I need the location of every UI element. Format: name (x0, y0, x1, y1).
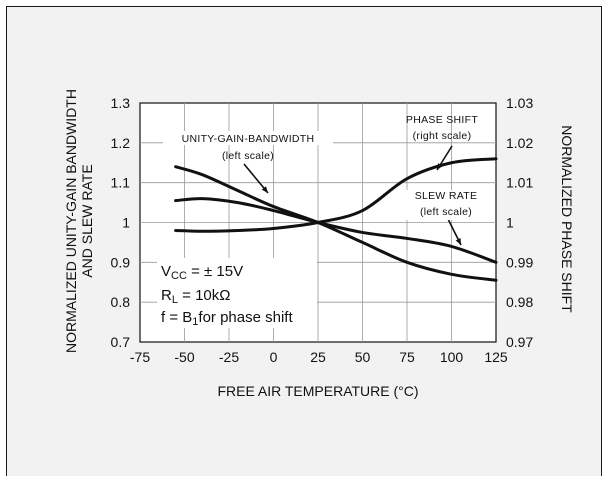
x-tick-label: 0 (270, 349, 278, 365)
y-left-tick-label: 1.1 (111, 175, 131, 191)
x-tick-label: -75 (130, 349, 150, 365)
y-left-tick-label: 1 (122, 215, 130, 231)
y-axis-left-title-line2: AND SLEW RATE (79, 164, 95, 277)
phase-shift-leader-arrow-head (437, 163, 443, 170)
condition-f: f = B1for phase shift (161, 309, 293, 328)
x-tick-label: 75 (399, 349, 415, 365)
y-right-tick-label: 1.02 (506, 135, 533, 151)
callout-leaders (243, 145, 462, 246)
x-axis-title: FREE AIR TEMPERATURE (°C) (217, 383, 418, 399)
y-left-tick-label: 0.9 (111, 254, 131, 270)
phase-shift-callout-line1: PHASE SHIFT (406, 114, 478, 126)
y-right-tick-label: 1.01 (506, 175, 533, 191)
x-tick-label: -50 (174, 349, 194, 365)
slew-rate-callout-line1: SLEW RATE (415, 190, 478, 202)
tick-labels: -75 -50 -25 0 25 50 75 100 125 0.7 0.8 0.9 1 1.1 1.2 1.… (111, 95, 534, 365)
y-axis-right-title: NORMALIZED PHASE SHIFT (559, 125, 575, 313)
ugb-callout-line2: (left scale) (222, 150, 274, 162)
condition-rl: RL = 10kΩ (161, 287, 230, 306)
y-left-tick-label: 1.2 (111, 135, 131, 151)
y-left-tick-label: 1.3 (111, 95, 131, 111)
phase-shift-callout-line2: (right scale) (413, 130, 472, 142)
y-right-tick-label: 1.03 (506, 95, 533, 111)
condition-vcc: VCC = ± 15V (161, 263, 243, 282)
ugb-callout-line1: UNITY-GAIN-BANDWIDTH (182, 133, 315, 145)
y-right-tick-label: 0.98 (506, 294, 533, 310)
x-tick-label: 125 (484, 349, 508, 365)
y-right-tick-label: 0.97 (506, 334, 533, 350)
ugb-leader-arrow-head (261, 186, 268, 193)
x-tick-label: 25 (310, 349, 326, 365)
slew-rate-leader-arrow-head (455, 238, 461, 245)
x-tick-label: 50 (355, 349, 371, 365)
y-left-tick-label: 0.7 (111, 334, 131, 350)
x-tick-label: 100 (440, 349, 464, 365)
y-right-tick-label: 0.99 (506, 254, 533, 270)
conditions-bg (157, 258, 317, 328)
y-left-tick-label: 0.8 (111, 294, 131, 310)
y-axis-left-title-line1: NORMALIZED UNITY-GAIN BANDWIDTH (63, 89, 79, 353)
y-right-tick-label: 1 (506, 215, 514, 231)
slew-rate-callout-line2: (left scale) (420, 206, 472, 218)
x-tick-label: -25 (219, 349, 239, 365)
slew-label-bg (404, 190, 494, 220)
ugb-label-bg (163, 131, 333, 145)
